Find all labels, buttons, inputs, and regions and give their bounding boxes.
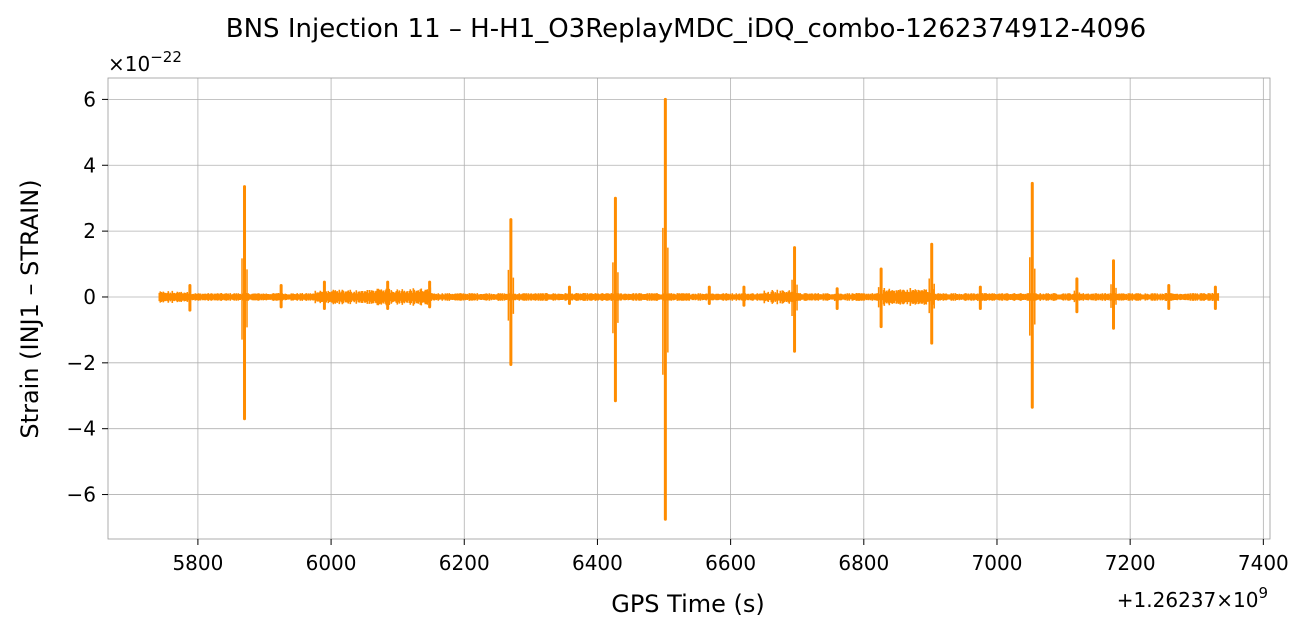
- x-tick-label: 7400: [1238, 551, 1289, 575]
- spike-envelope: [1029, 257, 1036, 336]
- x-tick-label: 6200: [439, 551, 490, 575]
- spike-envelope: [277, 292, 285, 301]
- spike-envelope: [507, 269, 515, 321]
- plot-frame: [107, 77, 1271, 540]
- x-axis-ticks: 5800 6000 6200 6400 6600 6800 7000 7200 7400: [172, 539, 1289, 575]
- spike-envelope: [321, 291, 328, 302]
- y-multiplier-base: ×10: [108, 52, 150, 76]
- x-tick-label: 6800: [838, 551, 889, 575]
- spike-envelope: [662, 227, 669, 375]
- x-tick-label: 6000: [306, 551, 357, 575]
- spike-envelope: [977, 293, 984, 302]
- spike-envelope: [1165, 292, 1173, 302]
- y-axis-ticks: −6 −4 −2 0 2 4 6: [67, 87, 108, 507]
- spike-envelope: [928, 278, 935, 314]
- spike-envelope: [791, 279, 798, 316]
- strain-series: [158, 97, 1220, 521]
- spike-envelope: [706, 293, 713, 300]
- spike-envelope: [186, 292, 194, 302]
- spike-envelope: [740, 293, 748, 300]
- x-tick-label: 6600: [705, 551, 756, 575]
- strain-noise-band: [158, 287, 1220, 307]
- spike-envelope: [1110, 284, 1117, 308]
- y-axis-multiplier: ×10−22: [108, 48, 182, 76]
- x-axis-offset: +1.26237×109: [1117, 584, 1268, 612]
- spike-envelope: [566, 293, 573, 300]
- spike-envelope: [1073, 290, 1081, 303]
- y-tick-label: 2: [83, 219, 96, 243]
- spike-envelope: [612, 262, 619, 334]
- spike-envelope: [1212, 293, 1219, 302]
- y-axis-label: Strain (INJ1 – STRAIN): [16, 179, 44, 438]
- grid-lines: [108, 78, 1270, 539]
- y-tick-label: −4: [67, 417, 96, 441]
- y-tick-label: 6: [83, 87, 96, 111]
- spike-envelope: [241, 258, 248, 340]
- y-tick-label: 4: [83, 153, 96, 177]
- x-tick-label: 7000: [972, 551, 1023, 575]
- chart-title: BNS Injection 11 – H-H1_O3ReplayMDC_iDQ_…: [226, 14, 1146, 44]
- x-tick-label: 6400: [572, 551, 623, 575]
- spike-envelope: [426, 291, 433, 301]
- x-offset-base: +1.26237×10: [1117, 588, 1259, 612]
- series-layer: [158, 97, 1220, 521]
- y-tick-label: 0: [83, 285, 96, 309]
- x-tick-label: 7200: [1105, 551, 1156, 575]
- spike-envelope: [384, 291, 391, 302]
- y-multiplier-exponent: −22: [150, 48, 182, 66]
- x-tick-label: 5800: [172, 551, 223, 575]
- x-offset-exponent: 9: [1258, 584, 1268, 602]
- y-tick-label: −6: [67, 483, 96, 507]
- spike-envelope: [877, 287, 885, 308]
- y-tick-label: −2: [67, 351, 96, 375]
- x-axis-label: GPS Time (s): [611, 590, 765, 618]
- spike-envelope: [833, 294, 841, 302]
